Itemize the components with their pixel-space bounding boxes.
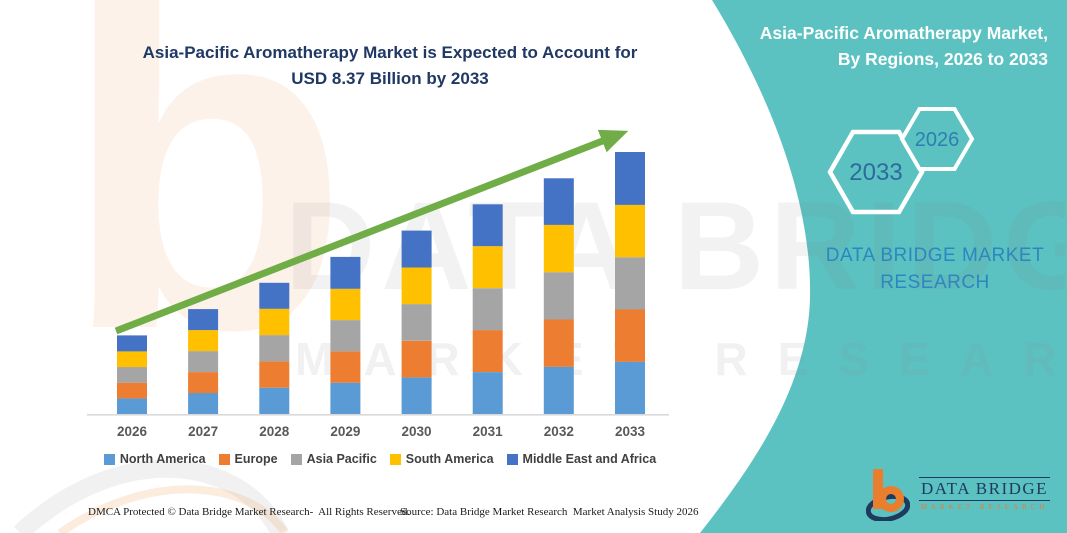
legend-item-north-america: North America — [103, 452, 206, 466]
bar-segment-middle-east-and-africa-2028 — [259, 282, 290, 309]
legend-label: South America — [405, 452, 494, 466]
bar-segment-europe-2028 — [259, 361, 290, 388]
bar-segment-middle-east-and-africa-2031 — [472, 204, 503, 247]
x-axis-label-2029: 2029 — [330, 424, 361, 439]
logo-text-column: DATA BRIDGE MARKET RESEARCH — [919, 477, 1051, 511]
trend-arrow — [114, 129, 629, 335]
legend-item-asia-pacific: Asia Pacific — [290, 452, 377, 466]
data-bridge-logo: DATA BRIDGE MARKET RESEARCH — [866, 467, 1051, 521]
bar-segment-north-america-2026 — [117, 398, 147, 414]
bar-segment-europe-2033 — [615, 309, 645, 362]
legend-label: North America — [119, 452, 206, 466]
legend-swatch-icon — [290, 453, 302, 465]
bar-segment-south-america-2029 — [330, 288, 361, 321]
footer-source-text: Source: Data Bridge Market Research Mark… — [400, 506, 699, 518]
bar-segment-north-america-2032 — [543, 366, 574, 414]
legend-label: Asia Pacific — [306, 452, 377, 466]
legend-label: Europe — [234, 452, 278, 466]
x-axis-label-2033: 2033 — [614, 424, 645, 439]
legend-item-middle-east-and-africa: Middle East and Africa — [506, 452, 657, 466]
side-panel-heading: Asia-Pacific Aromatherapy Market, By Reg… — [730, 20, 1048, 73]
brand-name-line2: RESEARCH — [880, 271, 990, 293]
bar-segment-middle-east-and-africa-2030 — [401, 230, 432, 268]
bar-segment-asia-pacific-2027 — [188, 351, 219, 373]
hexagon-2026 — [899, 107, 975, 171]
bar-segment-south-america-2028 — [259, 308, 290, 336]
chart-title-line1: Asia-Pacific Aromatherapy Market is Expe… — [142, 43, 638, 62]
bar-segment-south-america-2033 — [615, 204, 645, 258]
bar-segment-asia-pacific-2032 — [543, 272, 574, 320]
legend-label: Middle East and Africa — [522, 452, 657, 466]
legend-item-south-america: South America — [389, 452, 494, 466]
legend-swatch-icon — [218, 453, 230, 465]
brand-name-text: DATA BRIDGE MARKET RESEARCH — [820, 243, 1050, 296]
bar-segment-europe-2029 — [330, 351, 361, 383]
side-panel-heading-line1: Asia-Pacific Aromatherapy Market, — [759, 23, 1048, 43]
hexagon-2033 — [827, 129, 925, 215]
bar-segment-middle-east-and-africa-2026 — [117, 335, 147, 352]
chart-title-line2: USD 8.37 Billion by 2033 — [291, 68, 489, 88]
x-axis-label-2032: 2032 — [543, 424, 574, 439]
bar-segment-middle-east-and-africa-2027 — [188, 309, 219, 331]
bar-segment-north-america-2027 — [188, 393, 219, 414]
stacked-bars — [117, 152, 645, 414]
bar-segment-north-america-2031 — [472, 372, 503, 414]
bar-segment-asia-pacific-2029 — [330, 320, 361, 352]
bar-segment-asia-pacific-2030 — [401, 304, 432, 341]
x-axis-line — [87, 414, 669, 416]
bar-segment-asia-pacific-2028 — [259, 335, 290, 362]
chart-legend: North America Europe Asia Pacific South Ame… — [60, 452, 700, 466]
x-axis-label-2026: 2026 — [116, 424, 148, 439]
bar-segment-asia-pacific-2026 — [117, 367, 147, 383]
chart-title: Asia-Pacific Aromatherapy Market is Expe… — [90, 40, 690, 91]
bar-segment-south-america-2032 — [543, 224, 574, 273]
bar-segment-south-america-2027 — [188, 330, 219, 352]
x-axis-label-2028: 2028 — [259, 424, 290, 439]
logo-title: DATA BRIDGE — [919, 477, 1051, 501]
bar-segment-europe-2027 — [188, 372, 219, 394]
chart-canvas — [87, 129, 669, 416]
legend-swatch-icon — [389, 453, 401, 465]
legend-swatch-icon — [103, 453, 115, 465]
x-axis-labels: 2026 2027 2028 2029 2030 2031 2032 2033 — [85, 424, 675, 442]
bar-segment-north-america-2033 — [615, 361, 645, 414]
bar-segment-north-america-2030 — [401, 377, 432, 414]
bar-segment-middle-east-and-africa-2033 — [615, 152, 645, 205]
bar-segment-asia-pacific-2031 — [472, 288, 503, 331]
logo-subtitle: MARKET RESEARCH — [920, 503, 1049, 511]
footer-dmca-text: DMCA Protected © Data Bridge Market Rese… — [88, 506, 411, 518]
bar-segment-north-america-2028 — [259, 387, 290, 414]
bar-segment-middle-east-and-africa-2032 — [543, 178, 574, 225]
legend-swatch-icon — [506, 453, 518, 465]
hexagon-2026-label: 2026 — [915, 129, 960, 151]
data-bridge-logo-mark — [866, 469, 910, 521]
bar-segment-europe-2032 — [543, 319, 574, 367]
side-panel-heading-line2: By Regions, 2026 to 2033 — [837, 49, 1048, 70]
bar-segment-europe-2031 — [472, 330, 503, 372]
bar-segment-europe-2026 — [117, 382, 147, 399]
bar-segment-south-america-2030 — [401, 267, 432, 305]
chart-plot-area — [85, 120, 675, 425]
year-hexagons: 2033 2026 — [827, 107, 975, 215]
x-axis-label-2027: 2027 — [188, 424, 219, 439]
bar-segment-south-america-2031 — [472, 246, 503, 289]
bar-segment-middle-east-and-africa-2029 — [330, 256, 361, 289]
bar-segment-south-america-2026 — [117, 351, 147, 368]
brand-name-line1: DATA BRIDGE MARKET — [825, 245, 1045, 266]
x-axis-label-2030: 2030 — [401, 424, 432, 439]
hexagon-2033-label: 2033 — [849, 159, 902, 186]
bar-segment-asia-pacific-2033 — [615, 257, 645, 310]
bar-segment-north-america-2029 — [330, 382, 361, 414]
x-axis-label-2031: 2031 — [472, 424, 503, 439]
bar-segment-europe-2030 — [401, 340, 432, 378]
legend-item-europe: Europe — [218, 452, 278, 466]
